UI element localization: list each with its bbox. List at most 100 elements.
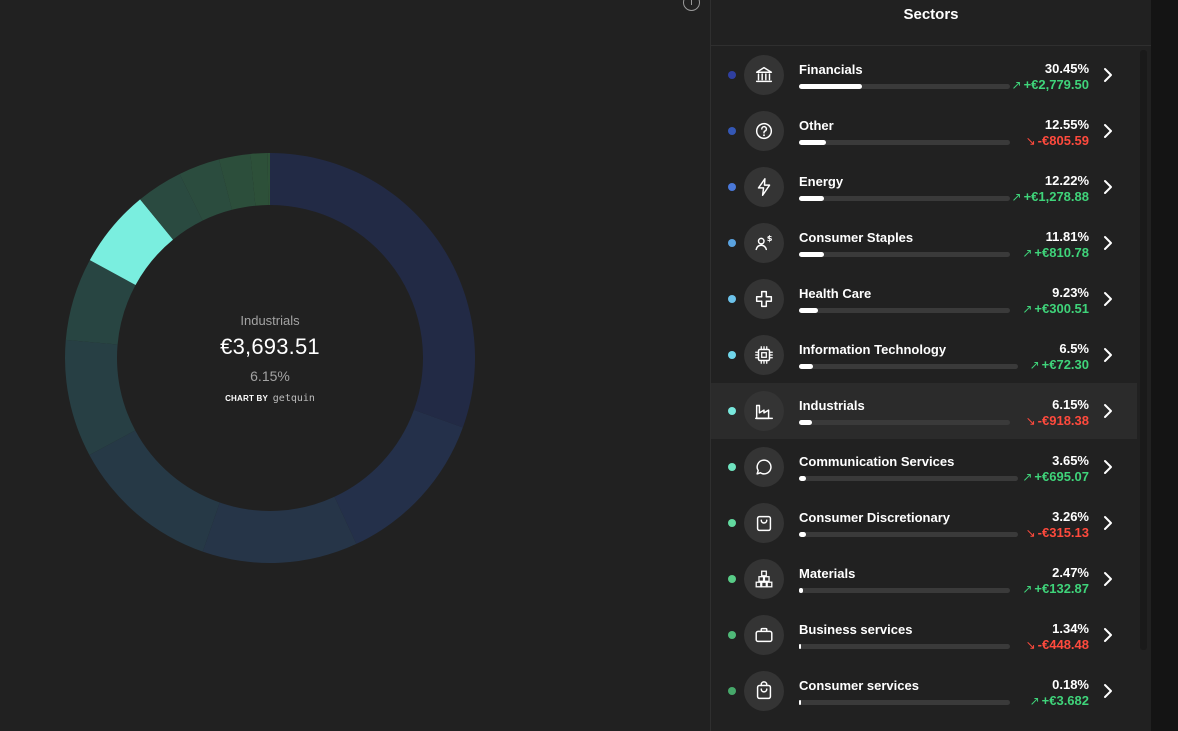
sector-change-value: -€315.13 — [1037, 525, 1089, 540]
donut-slice-consumer-discretionary[interactable] — [179, 159, 232, 221]
sector-weight-bar-fill — [799, 420, 812, 425]
sector-color-dot — [728, 407, 736, 415]
sector-change-value: +€300.51 — [1034, 301, 1089, 316]
sector-change: ↗ +€810.78 — [1022, 245, 1089, 260]
chip-icon — [744, 335, 784, 375]
sector-color-dot — [728, 295, 736, 303]
sector-name: Information Technology — [799, 342, 947, 357]
svg-text:$: $ — [767, 233, 773, 243]
sector-color-dot — [728, 127, 736, 135]
donut-slice-communication-services[interactable] — [140, 173, 203, 240]
sector-color-dot — [728, 71, 736, 79]
trend-arrow-icon: ↘ — [1025, 638, 1036, 652]
bag-icon — [744, 671, 784, 711]
scrollbar[interactable] — [1140, 50, 1147, 650]
chevron-right-icon — [1104, 236, 1112, 250]
sector-change-value: +€72.30 — [1041, 357, 1089, 372]
shopping-bag-icon — [744, 503, 784, 543]
sector-color-dot — [728, 687, 736, 695]
sector-row[interactable]: Consumer Discretionary 3.26% ↘ -€315.13 — [711, 495, 1137, 551]
chevron-right-icon — [1104, 516, 1112, 530]
sector-weight-bar-fill — [799, 196, 824, 201]
sector-weight-bar — [799, 700, 1010, 705]
sector-list: Financials 30.45% ↗ +€2,779.50 Other 12.55% ↘ -… — [711, 47, 1137, 719]
window-edge — [1151, 0, 1178, 731]
sector-color-dot — [728, 575, 736, 583]
sector-weight-bar-fill — [799, 308, 818, 313]
chevron-right-icon — [1104, 68, 1112, 82]
sector-change: ↗ +€1,278.88 — [1012, 189, 1090, 204]
sectors-title: Sectors — [903, 6, 959, 23]
sector-change: ↗ +€3.682 — [1030, 693, 1089, 708]
sector-weight-bar — [799, 476, 1018, 481]
selected-sector-value: €3,693.51 — [220, 334, 320, 359]
chart-panel: Industrials €3,693.51 6.15% CHART BY get… — [64, 0, 700, 563]
sector-percent: 9.23% — [1052, 285, 1089, 300]
donut-slice-information-technology[interactable] — [65, 260, 136, 345]
donut-slice-business-services[interactable] — [250, 153, 269, 206]
sector-percent: 3.65% — [1052, 453, 1089, 468]
sector-row[interactable]: Other 12.55% ↘ -€805.59 — [711, 103, 1137, 159]
donut-slice-financials[interactable] — [270, 153, 475, 428]
sector-name: Other — [799, 118, 834, 133]
sector-change: ↘ -€448.48 — [1026, 637, 1089, 652]
donut-slice-consumer-services[interactable] — [267, 153, 270, 206]
sector-weight-bar — [799, 308, 1010, 313]
sector-change: ↘ -€805.59 — [1026, 133, 1089, 148]
chevron-right-icon — [1104, 684, 1112, 698]
trend-arrow-icon: ↗ — [1022, 302, 1033, 316]
briefcase-icon — [744, 615, 784, 655]
sector-weight-bar — [799, 364, 1018, 369]
factory-icon — [744, 391, 784, 431]
trend-arrow-icon: ↗ — [1011, 78, 1022, 92]
sector-percent: 3.26% — [1052, 509, 1089, 524]
sector-color-dot — [728, 239, 736, 247]
donut-slice-energy[interactable] — [202, 496, 357, 563]
sector-change-value: +€810.78 — [1034, 245, 1089, 260]
sector-change-value: +€132.87 — [1034, 581, 1089, 596]
sector-weight-bar — [799, 140, 1010, 145]
sector-row[interactable]: Materials 2.47% ↗ +€132.87 — [711, 551, 1137, 607]
sector-change: ↗ +€2,779.50 — [1012, 77, 1090, 92]
sector-row[interactable]: Energy 12.22% ↗ +€1,278.88 — [711, 159, 1137, 215]
sector-name: Consumer Staples — [799, 230, 914, 245]
sector-weight-bar-fill — [799, 140, 826, 145]
donut-slice-health-care[interactable] — [64, 339, 136, 455]
sector-weight-bar — [799, 420, 1010, 425]
sector-row[interactable]: Financials 30.45% ↗ +€2,779.50 — [711, 47, 1137, 103]
sector-weight-bar-fill — [799, 364, 813, 369]
chevron-right-icon — [1104, 628, 1112, 642]
sectors-header: Sectors — [711, 0, 1151, 46]
trend-arrow-icon: ↗ — [1011, 190, 1022, 204]
donut-slice-other[interactable] — [334, 409, 463, 544]
sector-row[interactable]: Health Care 9.23% ↗ +€300.51 — [711, 271, 1137, 327]
sector-row[interactable]: Industrials 6.15% ↘ -€918.38 — [711, 383, 1137, 439]
chevron-right-icon — [1104, 460, 1112, 474]
donut-slice-consumer-staples[interactable] — [89, 430, 220, 552]
sector-weight-bar-fill — [799, 476, 806, 481]
sector-percent: 12.55% — [1044, 117, 1089, 132]
blocks-icon — [744, 559, 784, 599]
sector-weight-bar-fill — [799, 252, 824, 257]
sector-weight-bar — [799, 644, 1010, 649]
sector-weight-bar — [799, 252, 1010, 257]
chart-credit-prefix: CHART BY — [225, 394, 268, 403]
selected-sector-percent: 6.15% — [250, 368, 290, 384]
sectors-panel: Sectors Financials 30.45% ↗ +€2,779.50 Other… — [710, 0, 1151, 731]
sector-change: ↗ +€695.07 — [1022, 469, 1089, 484]
sector-row[interactable]: Business services 1.34% ↘ -€448.48 — [711, 607, 1137, 663]
sector-row[interactable]: $ Consumer Staples 11.81% ↗ +€810.78 — [711, 215, 1137, 271]
sector-row[interactable]: Information Technology 6.5% ↗ +€72.30 — [711, 327, 1137, 383]
donut-slice-materials[interactable] — [219, 153, 256, 210]
chart-credit-brand: getquin — [272, 393, 315, 404]
sector-change-value: -€805.59 — [1037, 133, 1089, 148]
donut-slice-industrials[interactable] — [89, 199, 174, 285]
sector-change: ↗ +€72.30 — [1030, 357, 1089, 372]
chevron-right-icon — [1104, 404, 1112, 418]
sector-row[interactable]: Consumer services 0.18% ↗ +€3.682 — [711, 663, 1137, 719]
sector-percent: 0.18% — [1052, 677, 1089, 692]
sector-weight-bar — [799, 532, 1018, 537]
sector-row[interactable]: Communication Services 3.65% ↗ +€695.07 — [711, 439, 1137, 495]
chevron-right-icon — [1104, 292, 1112, 306]
sector-change-value: +€3.682 — [1041, 693, 1089, 708]
